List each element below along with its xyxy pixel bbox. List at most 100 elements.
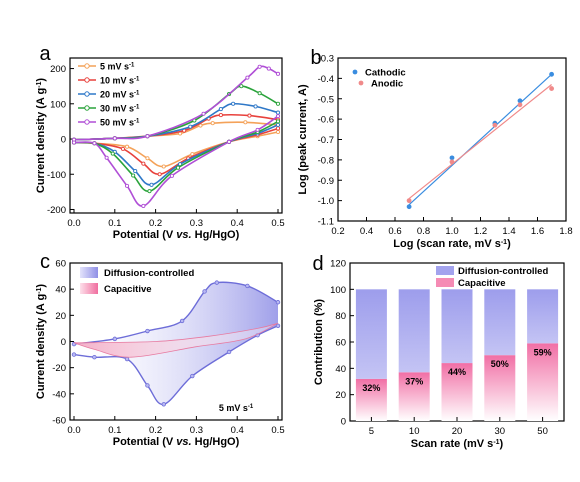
- cv-marker: [245, 75, 250, 80]
- legend-swatch: [80, 283, 98, 294]
- label-part: ): [500, 438, 504, 450]
- cv-marker: [275, 323, 281, 328]
- y-tick-label: -0.4: [318, 74, 334, 85]
- cv-marker: [71, 352, 77, 357]
- panel-c: -60 -40 -20 0 20 40 60 0.0 0.1 0.2 0.3 0.4 0.5 Diffus…: [35, 251, 285, 448]
- y-tick-label: 20: [335, 390, 346, 401]
- label-part: -1: [134, 105, 140, 111]
- legend-marker: [84, 77, 90, 83]
- y-tick-label: 40: [55, 285, 66, 296]
- cv-marker: [214, 280, 219, 285]
- cv-marker: [218, 107, 223, 112]
- y-axis-label: Log (peak current, A): [297, 84, 309, 195]
- bar-capacitive: [355, 378, 387, 421]
- label-part: Hg/HgO): [192, 436, 240, 448]
- bar-value-label: 50%: [491, 359, 509, 369]
- cv-marker: [201, 111, 206, 116]
- x-tick-label: 0.5: [271, 218, 284, 229]
- label-part: -1: [36, 81, 43, 87]
- data-point: [549, 86, 555, 91]
- bar-value-label: 59%: [534, 347, 552, 357]
- y-tick-label: -200: [47, 205, 66, 216]
- fit-line: [408, 84, 552, 200]
- capacitive-area: [73, 322, 279, 358]
- cv-marker: [124, 356, 130, 362]
- y-tick-label: 0: [61, 337, 66, 348]
- y-tick-label: -1.1: [318, 217, 334, 228]
- legend-swatch: [80, 267, 98, 278]
- legend-marker: [84, 105, 90, 111]
- label-part: -1: [248, 404, 254, 410]
- x-tick-label: 0.3: [190, 425, 203, 436]
- cv-marker: [253, 104, 258, 109]
- cv-marker: [179, 318, 185, 324]
- y-tick-label: -0.5: [318, 94, 334, 105]
- cv-marker: [120, 146, 126, 151]
- x-tick-label: 0.2: [149, 218, 162, 229]
- cv-marker: [92, 355, 97, 360]
- cv-marker: [149, 182, 154, 187]
- cv-marker: [141, 203, 146, 209]
- scan-rate-annotation: 5 mV s-1: [219, 403, 254, 413]
- bar-capacitive: [441, 363, 473, 421]
- y-tick-label: 20: [55, 311, 66, 322]
- x-tick-label: 0.4: [231, 425, 244, 436]
- data-point: [517, 98, 523, 104]
- x-tick-label: 30: [495, 426, 506, 437]
- cv-marker: [141, 161, 146, 166]
- legend-entry: 20 mV s-1: [100, 90, 140, 100]
- label-part: 5 mV s: [219, 403, 248, 413]
- cv-marker: [104, 155, 109, 160]
- x-axis-label: Potential (V vs. Hg/HgO): [113, 229, 240, 241]
- legend-marker: [358, 80, 364, 86]
- cv-marker: [210, 121, 215, 126]
- label-part: -1: [134, 77, 140, 83]
- label-part: -1: [134, 91, 140, 97]
- label-part: vs.: [176, 229, 191, 241]
- cv-marker: [275, 129, 281, 135]
- y-tick-label: 100: [50, 99, 66, 110]
- x-tick-label: 0.4: [231, 218, 244, 229]
- y-tick-label: -0.6: [318, 115, 334, 126]
- panel-label: a: [39, 43, 51, 65]
- x-tick-label: 20: [452, 426, 463, 437]
- cv-marker: [175, 165, 181, 170]
- bar-value-label: 32%: [362, 383, 380, 393]
- cv-marker: [145, 383, 150, 388]
- x-axis-label: Scan rate (mV s-1): [411, 438, 504, 450]
- label-part: Current density (A g: [35, 88, 47, 193]
- y-tick-label: -0.3: [318, 54, 334, 65]
- x-tick-label: 0.0: [67, 425, 80, 436]
- label-part: Potential (V: [113, 436, 177, 448]
- y-axis-label: Contribution (%): [313, 299, 325, 385]
- legend-marker: [84, 63, 90, 69]
- bar-capacitive: [527, 343, 559, 421]
- x-tick-label: 0.4: [360, 226, 373, 237]
- cv-marker: [133, 169, 138, 174]
- y-tick-label: 60: [55, 259, 66, 270]
- cv-marker: [275, 126, 281, 131]
- cv-marker: [145, 156, 150, 161]
- cv-marker: [226, 349, 232, 355]
- cv-marker: [257, 64, 262, 69]
- y-tick-label: 120: [330, 259, 346, 270]
- data-point: [449, 155, 455, 161]
- y-tick-label: 40: [335, 364, 346, 375]
- legend-entry: Anodic: [371, 79, 403, 90]
- cv-marker: [169, 173, 174, 178]
- legend-entry: Diffusion-controlled: [104, 268, 194, 279]
- label-part: ): [507, 238, 511, 250]
- x-tick-label: 0.3: [190, 218, 203, 229]
- cv-marker: [157, 172, 162, 177]
- bar-value-label: 44%: [448, 367, 466, 377]
- x-tick-label: 10: [409, 426, 420, 437]
- y-tick-label: -0.9: [318, 176, 334, 187]
- cv-marker: [161, 164, 166, 169]
- data-point: [492, 122, 498, 128]
- cv-marker: [202, 289, 207, 294]
- label-part: 30 mV s: [100, 104, 134, 114]
- y-axis-label: Current density (A g-1): [35, 284, 47, 400]
- label-part: Current density (A g: [35, 294, 47, 399]
